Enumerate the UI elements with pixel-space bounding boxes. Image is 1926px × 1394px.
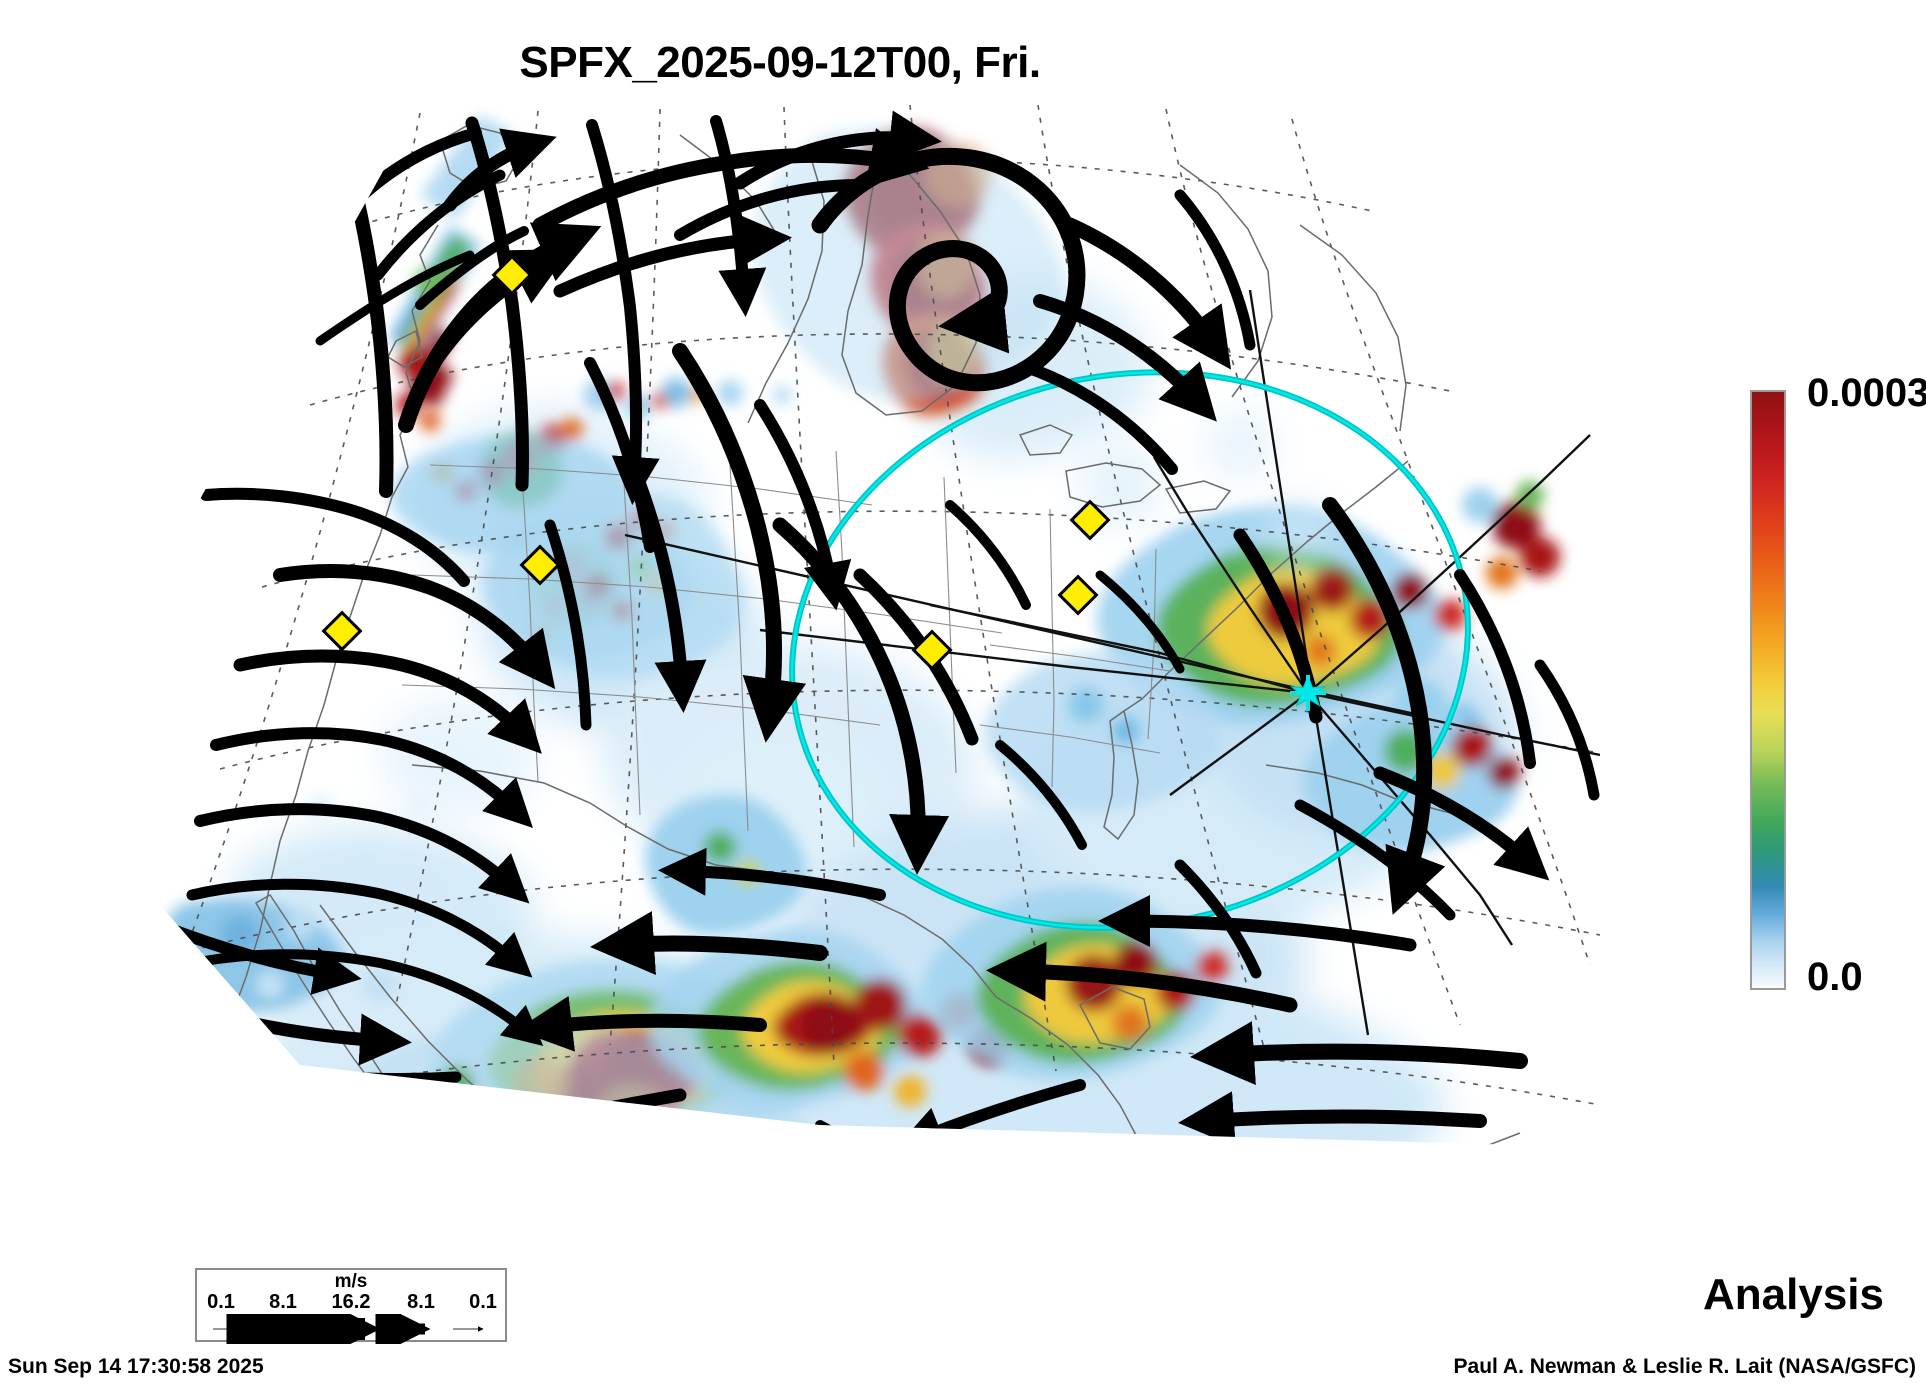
analysis-label: Analysis — [1703, 1270, 1884, 1319]
wind-speed-legend: m/s 0.1 8.1 16.2 8.1 0.1 — [195, 1268, 507, 1344]
humidity-field-layer — [160, 115, 1560, 1145]
station-marker[interactable] — [519, 544, 561, 586]
wind-legend-unit: m/s — [334, 1271, 368, 1292]
timestamp-label: Sun Sep 14 17:30:58 2025 — [8, 1355, 264, 1378]
wind-tick-label: 0.1 — [207, 1291, 235, 1313]
station-marker[interactable] — [1069, 499, 1111, 541]
wind-tick-label: 0.1 — [469, 1291, 497, 1313]
center-star-marker[interactable] — [1289, 674, 1327, 711]
page-title: SPFX_2025-09-12T00, Fri. — [519, 38, 1041, 87]
wind-tick-label: 16.2 — [331, 1291, 371, 1313]
colorbar-min-label: 0.0 — [1807, 955, 1863, 999]
wind-tick-label: 8.1 — [269, 1291, 297, 1313]
station-marker[interactable] — [491, 254, 533, 296]
credit-label: Paul A. Newman & Leslie R. Lait (NASA/GS… — [1453, 1355, 1916, 1378]
colorbar-gradient — [1750, 390, 1786, 990]
station-marker[interactable] — [911, 629, 953, 671]
map-panel[interactable] — [120, 105, 1600, 1265]
wind-tick-label: 8.1 — [407, 1291, 435, 1313]
station-marker[interactable] — [1057, 574, 1099, 616]
station-marker[interactable] — [321, 610, 363, 652]
wind-legend-arrows — [213, 1314, 484, 1344]
station-markers-layer[interactable] — [321, 254, 1111, 671]
